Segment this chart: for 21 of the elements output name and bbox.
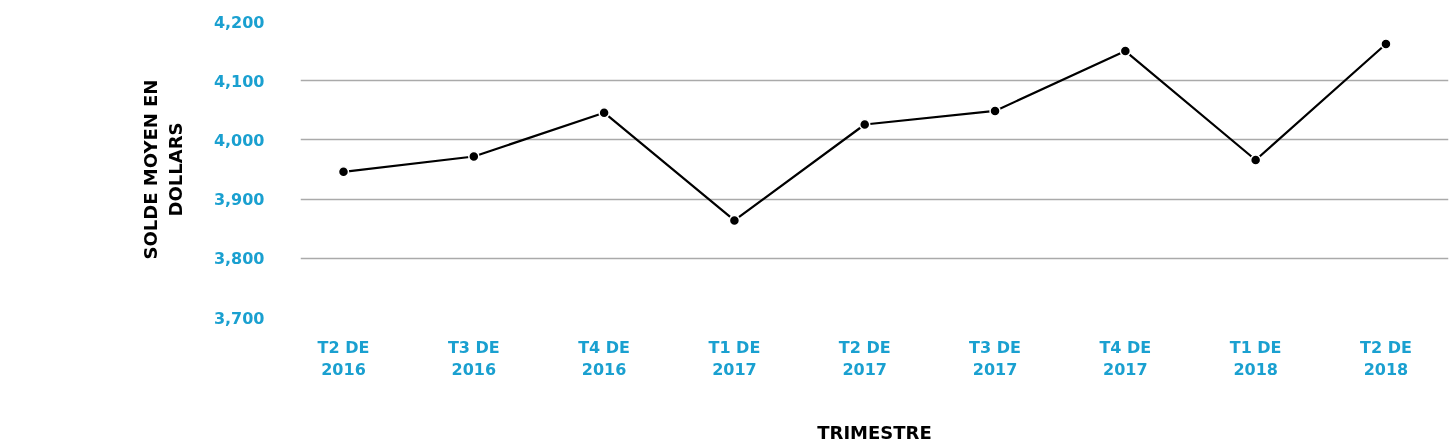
x-tick-label: T2 DE 2018 xyxy=(1360,337,1412,380)
x-tick-label: T4 DE 2016 xyxy=(578,337,631,380)
x-tick-label: T3 DE 2016 xyxy=(447,337,500,380)
y-tick-label: 4,200 xyxy=(213,12,265,32)
y-tick-label: 4,000 xyxy=(213,130,265,150)
point xyxy=(1380,38,1392,50)
x-tick-label: T4 DE 2017 xyxy=(1099,337,1152,380)
point xyxy=(1249,154,1262,166)
x-tick-label: T2 DE 2017 xyxy=(838,337,891,380)
y-tick-label: 3,800 xyxy=(213,249,265,269)
x-axis-title: TRIMESTRE xyxy=(817,422,932,444)
y-tick-label: 3,900 xyxy=(213,190,265,210)
y-axis-title: SOLDE MOYEN EN DOLLARS xyxy=(139,79,186,260)
x-tick-label: T1 DE 2018 xyxy=(1229,337,1282,380)
x-tick-label: T2 DE 2016 xyxy=(317,337,370,380)
x-tick-label: T3 DE 2017 xyxy=(969,337,1021,380)
point xyxy=(1119,45,1132,57)
y-tick-label: 4,100 xyxy=(213,71,265,91)
y-tick-label: 3,700 xyxy=(213,308,265,328)
x-tick-label: T1 DE 2017 xyxy=(708,337,761,380)
point xyxy=(989,105,1001,117)
